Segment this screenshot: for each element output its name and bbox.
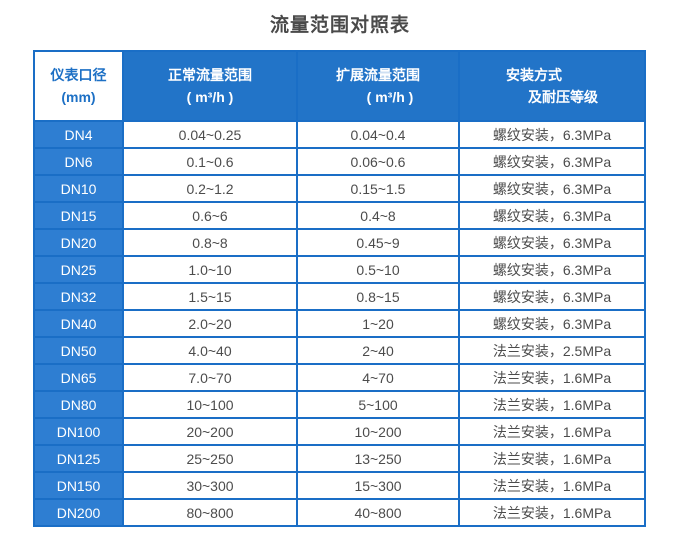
cell-diameter: DN40: [33, 309, 124, 338]
cell-extended-range: 0.45~9: [296, 228, 460, 257]
header-installation-block: 安装方式 及耐压等级: [506, 64, 598, 108]
cell-normal-range: 0.6~6: [122, 201, 298, 230]
cell-extended-range: 0.06~0.6: [296, 147, 460, 176]
header-line2: (mm): [61, 89, 96, 105]
cell-installation: 法兰安装，1.6MPa: [458, 444, 646, 473]
header-normal-flow-range: 正常流量范围 ( m³/h ): [122, 50, 298, 122]
header-line2: ( m³/h ): [186, 89, 234, 105]
cell-normal-range: 1.0~10: [122, 255, 298, 284]
table-row: DN10 0.2~1.2 0.15~1.5 螺纹安装，6.3MPa: [33, 174, 646, 203]
table-row: DN6 0.1~0.6 0.06~0.6 螺纹安装，6.3MPa: [33, 147, 646, 176]
cell-extended-range: 4~70: [296, 363, 460, 392]
cell-installation: 螺纹安装，6.3MPa: [458, 228, 646, 257]
header-row: 仪表口径 (mm) 正常流量范围 ( m³/h ) 扩展流量范围 ( m³/h …: [33, 50, 646, 122]
cell-normal-range: 0.2~1.2: [122, 174, 298, 203]
cell-diameter: DN20: [33, 228, 124, 257]
cell-extended-range: 15~300: [296, 471, 460, 500]
cell-normal-range: 1.5~15: [122, 282, 298, 311]
page-title: 流量范围对照表: [269, 15, 410, 36]
cell-installation: 螺纹安装，6.3MPa: [458, 147, 646, 176]
header-line1: 仪表口径: [50, 67, 107, 83]
cell-diameter: DN50: [33, 336, 124, 365]
table-row: DN150 30~300 15~300 法兰安装，1.6MPa: [33, 471, 646, 500]
cell-extended-range: 40~800: [296, 498, 460, 527]
cell-normal-range: 7.0~70: [122, 363, 298, 392]
cell-installation: 法兰安装，2.5MPa: [458, 336, 646, 365]
cell-diameter: DN15: [33, 201, 124, 230]
header-installation: 安装方式 及耐压等级: [458, 50, 646, 122]
header-line1: 扩展流量范围: [336, 67, 420, 83]
cell-installation: 螺纹安装，6.3MPa: [458, 282, 646, 311]
cell-extended-range: 0.5~10: [296, 255, 460, 284]
table-row: DN4 0.04~0.25 0.04~0.4 螺纹安装，6.3MPa: [33, 120, 646, 149]
cell-normal-range: 0.04~0.25: [122, 120, 298, 149]
table-row: DN15 0.6~6 0.4~8 螺纹安装，6.3MPa: [33, 201, 646, 230]
cell-extended-range: 0.4~8: [296, 201, 460, 230]
header-line2: ( m³/h ): [366, 89, 414, 105]
cell-normal-range: 0.1~0.6: [122, 147, 298, 176]
cell-installation: 法兰安装，1.6MPa: [458, 417, 646, 446]
cell-extended-range: 2~40: [296, 336, 460, 365]
header-line1: 正常流量范围: [168, 67, 252, 83]
cell-installation: 法兰安装，1.6MPa: [458, 471, 646, 500]
cell-installation: 法兰安装，1.6MPa: [458, 498, 646, 527]
cell-diameter: DN200: [33, 498, 124, 527]
cell-normal-range: 10~100: [122, 390, 298, 419]
cell-extended-range: 1~20: [296, 309, 460, 338]
cell-normal-range: 30~300: [122, 471, 298, 500]
cell-diameter: DN125: [33, 444, 124, 473]
cell-installation: 螺纹安装，6.3MPa: [458, 174, 646, 203]
cell-diameter: DN65: [33, 363, 124, 392]
cell-diameter: DN150: [33, 471, 124, 500]
table-row: DN200 80~800 40~800 法兰安装，1.6MPa: [33, 498, 646, 527]
cell-installation: 螺纹安装，6.3MPa: [458, 309, 646, 338]
cell-diameter: DN25: [33, 255, 124, 284]
flow-range-table: 仪表口径 (mm) 正常流量范围 ( m³/h ) 扩展流量范围 ( m³/h …: [33, 50, 646, 527]
table-row: DN80 10~100 5~100 法兰安装，1.6MPa: [33, 390, 646, 419]
cell-diameter: DN6: [33, 147, 124, 176]
cell-normal-range: 2.0~20: [122, 309, 298, 338]
cell-extended-range: 5~100: [296, 390, 460, 419]
header-line1: 安装方式: [506, 67, 562, 83]
cell-extended-range: 0.04~0.4: [296, 120, 460, 149]
cell-installation: 螺纹安装，6.3MPa: [458, 255, 646, 284]
cell-normal-range: 4.0~40: [122, 336, 298, 365]
cell-normal-range: 25~250: [122, 444, 298, 473]
cell-diameter: DN100: [33, 417, 124, 446]
cell-extended-range: 10~200: [296, 417, 460, 446]
table-row: DN100 20~200 10~200 法兰安装，1.6MPa: [33, 417, 646, 446]
cell-diameter: DN4: [33, 120, 124, 149]
cell-diameter: DN32: [33, 282, 124, 311]
cell-installation: 螺纹安装，6.3MPa: [458, 120, 646, 149]
cell-normal-range: 80~800: [122, 498, 298, 527]
table-row: DN50 4.0~40 2~40 法兰安装，2.5MPa: [33, 336, 646, 365]
cell-normal-range: 0.8~8: [122, 228, 298, 257]
cell-extended-range: 0.8~15: [296, 282, 460, 311]
header-meter-diameter: 仪表口径 (mm): [33, 50, 124, 122]
cell-installation: 螺纹安装，6.3MPa: [458, 201, 646, 230]
cell-normal-range: 20~200: [122, 417, 298, 446]
table-row: DN25 1.0~10 0.5~10 螺纹安装，6.3MPa: [33, 255, 646, 284]
cell-diameter: DN10: [33, 174, 124, 203]
table-row: DN40 2.0~20 1~20 螺纹安装，6.3MPa: [33, 309, 646, 338]
table-row: DN20 0.8~8 0.45~9 螺纹安装，6.3MPa: [33, 228, 646, 257]
cell-extended-range: 13~250: [296, 444, 460, 473]
table-row: DN65 7.0~70 4~70 法兰安装，1.6MPa: [33, 363, 646, 392]
cell-installation: 法兰安装，1.6MPa: [458, 363, 646, 392]
table-row: DN32 1.5~15 0.8~15 螺纹安装，6.3MPa: [33, 282, 646, 311]
header-extended-flow-range: 扩展流量范围 ( m³/h ): [296, 50, 460, 122]
table-row: DN125 25~250 13~250 法兰安装，1.6MPa: [33, 444, 646, 473]
cell-diameter: DN80: [33, 390, 124, 419]
header-line2: 及耐压等级: [528, 89, 598, 105]
cell-extended-range: 0.15~1.5: [296, 174, 460, 203]
cell-installation: 法兰安装，1.6MPa: [458, 390, 646, 419]
